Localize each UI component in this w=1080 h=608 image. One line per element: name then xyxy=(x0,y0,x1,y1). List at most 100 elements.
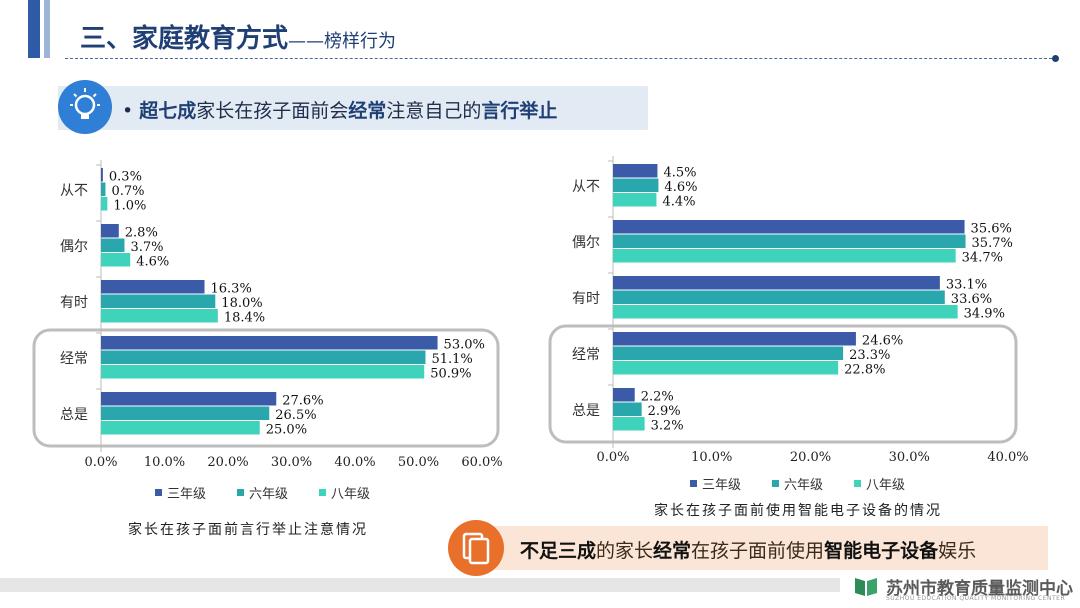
category-label: 总是 xyxy=(572,403,600,419)
data-label: 33.1% xyxy=(946,278,987,293)
data-label: 35.7% xyxy=(972,236,1013,251)
headline-banner xyxy=(58,86,648,130)
bar xyxy=(101,197,108,211)
x-tick-label: 50.0% xyxy=(398,455,439,470)
bar xyxy=(613,276,940,290)
page-subtitle: ——榜样行为 xyxy=(288,31,397,52)
page-title: 三、家庭教育方式——榜样行为 xyxy=(80,18,396,55)
data-label: 26.5% xyxy=(275,408,316,423)
legend-swatch xyxy=(690,480,697,487)
data-label: 4.6% xyxy=(664,180,697,195)
data-label: 33.6% xyxy=(951,292,992,307)
data-label: 51.1% xyxy=(431,352,472,367)
category-label: 有时 xyxy=(60,295,88,311)
note-text: 不足三成的家长经常在孩子面前使用智能电子设备娱乐 xyxy=(520,536,976,563)
legend-label: 六年级 xyxy=(784,478,823,493)
data-label: 35.6% xyxy=(971,222,1012,237)
x-tick-label: 10.0% xyxy=(144,455,185,470)
bar xyxy=(101,168,103,182)
data-label: 34.9% xyxy=(964,307,1005,322)
bar xyxy=(613,346,844,360)
x-tick-label: 40.0% xyxy=(987,450,1028,465)
documents-icon xyxy=(448,520,504,576)
bar xyxy=(613,305,958,319)
data-label: 22.8% xyxy=(844,363,885,378)
headline-part: 言行举止 xyxy=(481,100,558,122)
chart-devices: 从不 4.5%4.6%4.4% 偶尔 35.6%35.7%34.7% 有时 33.1%33… xyxy=(548,156,1029,493)
x-tick-label: 30.0% xyxy=(271,455,312,470)
category-label: 总是 xyxy=(60,407,88,423)
data-label: 2.8% xyxy=(125,226,158,241)
bar xyxy=(613,388,635,402)
headline-part: 经常 xyxy=(348,100,387,122)
bar xyxy=(101,224,119,238)
bar xyxy=(101,392,277,406)
data-label: 27.6% xyxy=(282,394,323,409)
headline-part: 注意自己的 xyxy=(386,100,482,122)
header-accent-bar-light xyxy=(44,0,50,58)
highlight-box xyxy=(32,328,500,448)
bar xyxy=(613,193,657,207)
x-tick-label: 20.0% xyxy=(790,450,831,465)
bar xyxy=(101,253,131,267)
legend-label: 八年级 xyxy=(331,487,370,502)
note-part: 智能电子设备 xyxy=(824,540,939,562)
data-label: 53.0% xyxy=(444,338,485,353)
category-label: 从不 xyxy=(60,183,88,199)
bar xyxy=(101,350,426,364)
footer-org-name-en: SUZHOU EDUCATION QUALITY MONITORING CENT… xyxy=(886,595,1066,602)
data-label: 4.4% xyxy=(662,195,695,210)
data-label: 3.2% xyxy=(651,419,684,434)
data-label: 2.2% xyxy=(641,390,674,405)
x-tick-label: 10.0% xyxy=(691,450,732,465)
bar xyxy=(613,164,658,178)
data-label: 2.9% xyxy=(648,404,681,419)
chart-devices-title: 家长在孩子面前使用智能电子设备的情况 xyxy=(654,503,942,519)
bar xyxy=(101,421,260,435)
note-part: 经常 xyxy=(653,540,692,562)
category-label: 经常 xyxy=(60,351,88,367)
data-label: 25.0% xyxy=(266,423,307,438)
legend-label: 六年级 xyxy=(249,487,288,502)
bar xyxy=(613,417,645,431)
x-tick-label: 0.0% xyxy=(596,450,629,465)
legend-label: 三年级 xyxy=(702,478,741,493)
bar xyxy=(101,280,205,294)
legend-swatch xyxy=(772,480,779,487)
headline-bullet: • xyxy=(122,100,134,122)
bar xyxy=(101,336,438,350)
bar xyxy=(101,294,216,308)
data-label: 34.7% xyxy=(962,251,1003,266)
legend-label: 三年级 xyxy=(167,487,206,502)
header-accent-bar xyxy=(28,0,40,58)
data-label: 18.0% xyxy=(221,296,262,311)
headline-text: • 超七成家长在孩子面前会经常注意自己的言行举止 xyxy=(122,96,557,123)
headline-part: 超七成 xyxy=(139,100,197,122)
data-label: 0.7% xyxy=(111,184,144,199)
category-label: 偶尔 xyxy=(572,235,600,251)
x-tick-label: 30.0% xyxy=(889,450,930,465)
bar xyxy=(613,361,839,375)
data-label: 3.7% xyxy=(130,240,163,255)
data-label: 23.3% xyxy=(849,348,890,363)
data-label: 4.5% xyxy=(663,166,696,181)
bar xyxy=(613,178,659,192)
data-label: 1.0% xyxy=(113,199,146,214)
lightbulb-icon xyxy=(58,80,112,134)
x-tick-label: 40.0% xyxy=(334,455,375,470)
bar xyxy=(101,309,218,323)
bar xyxy=(613,332,856,346)
highlight-box xyxy=(548,324,1018,444)
footer-bar xyxy=(0,578,840,592)
note-part: 在孩子面前使用 xyxy=(691,540,825,562)
data-label: 0.3% xyxy=(109,170,142,185)
legend-swatch xyxy=(319,489,326,496)
category-label: 经常 xyxy=(572,347,600,363)
data-label: 16.3% xyxy=(211,282,252,297)
chart-behavior-title: 家长在孩子面前言行举止注意情况 xyxy=(128,522,368,538)
legend-swatch xyxy=(854,480,861,487)
legend-swatch xyxy=(237,489,244,496)
category-label: 有时 xyxy=(572,291,600,307)
bar xyxy=(101,238,125,252)
bar xyxy=(613,402,642,416)
